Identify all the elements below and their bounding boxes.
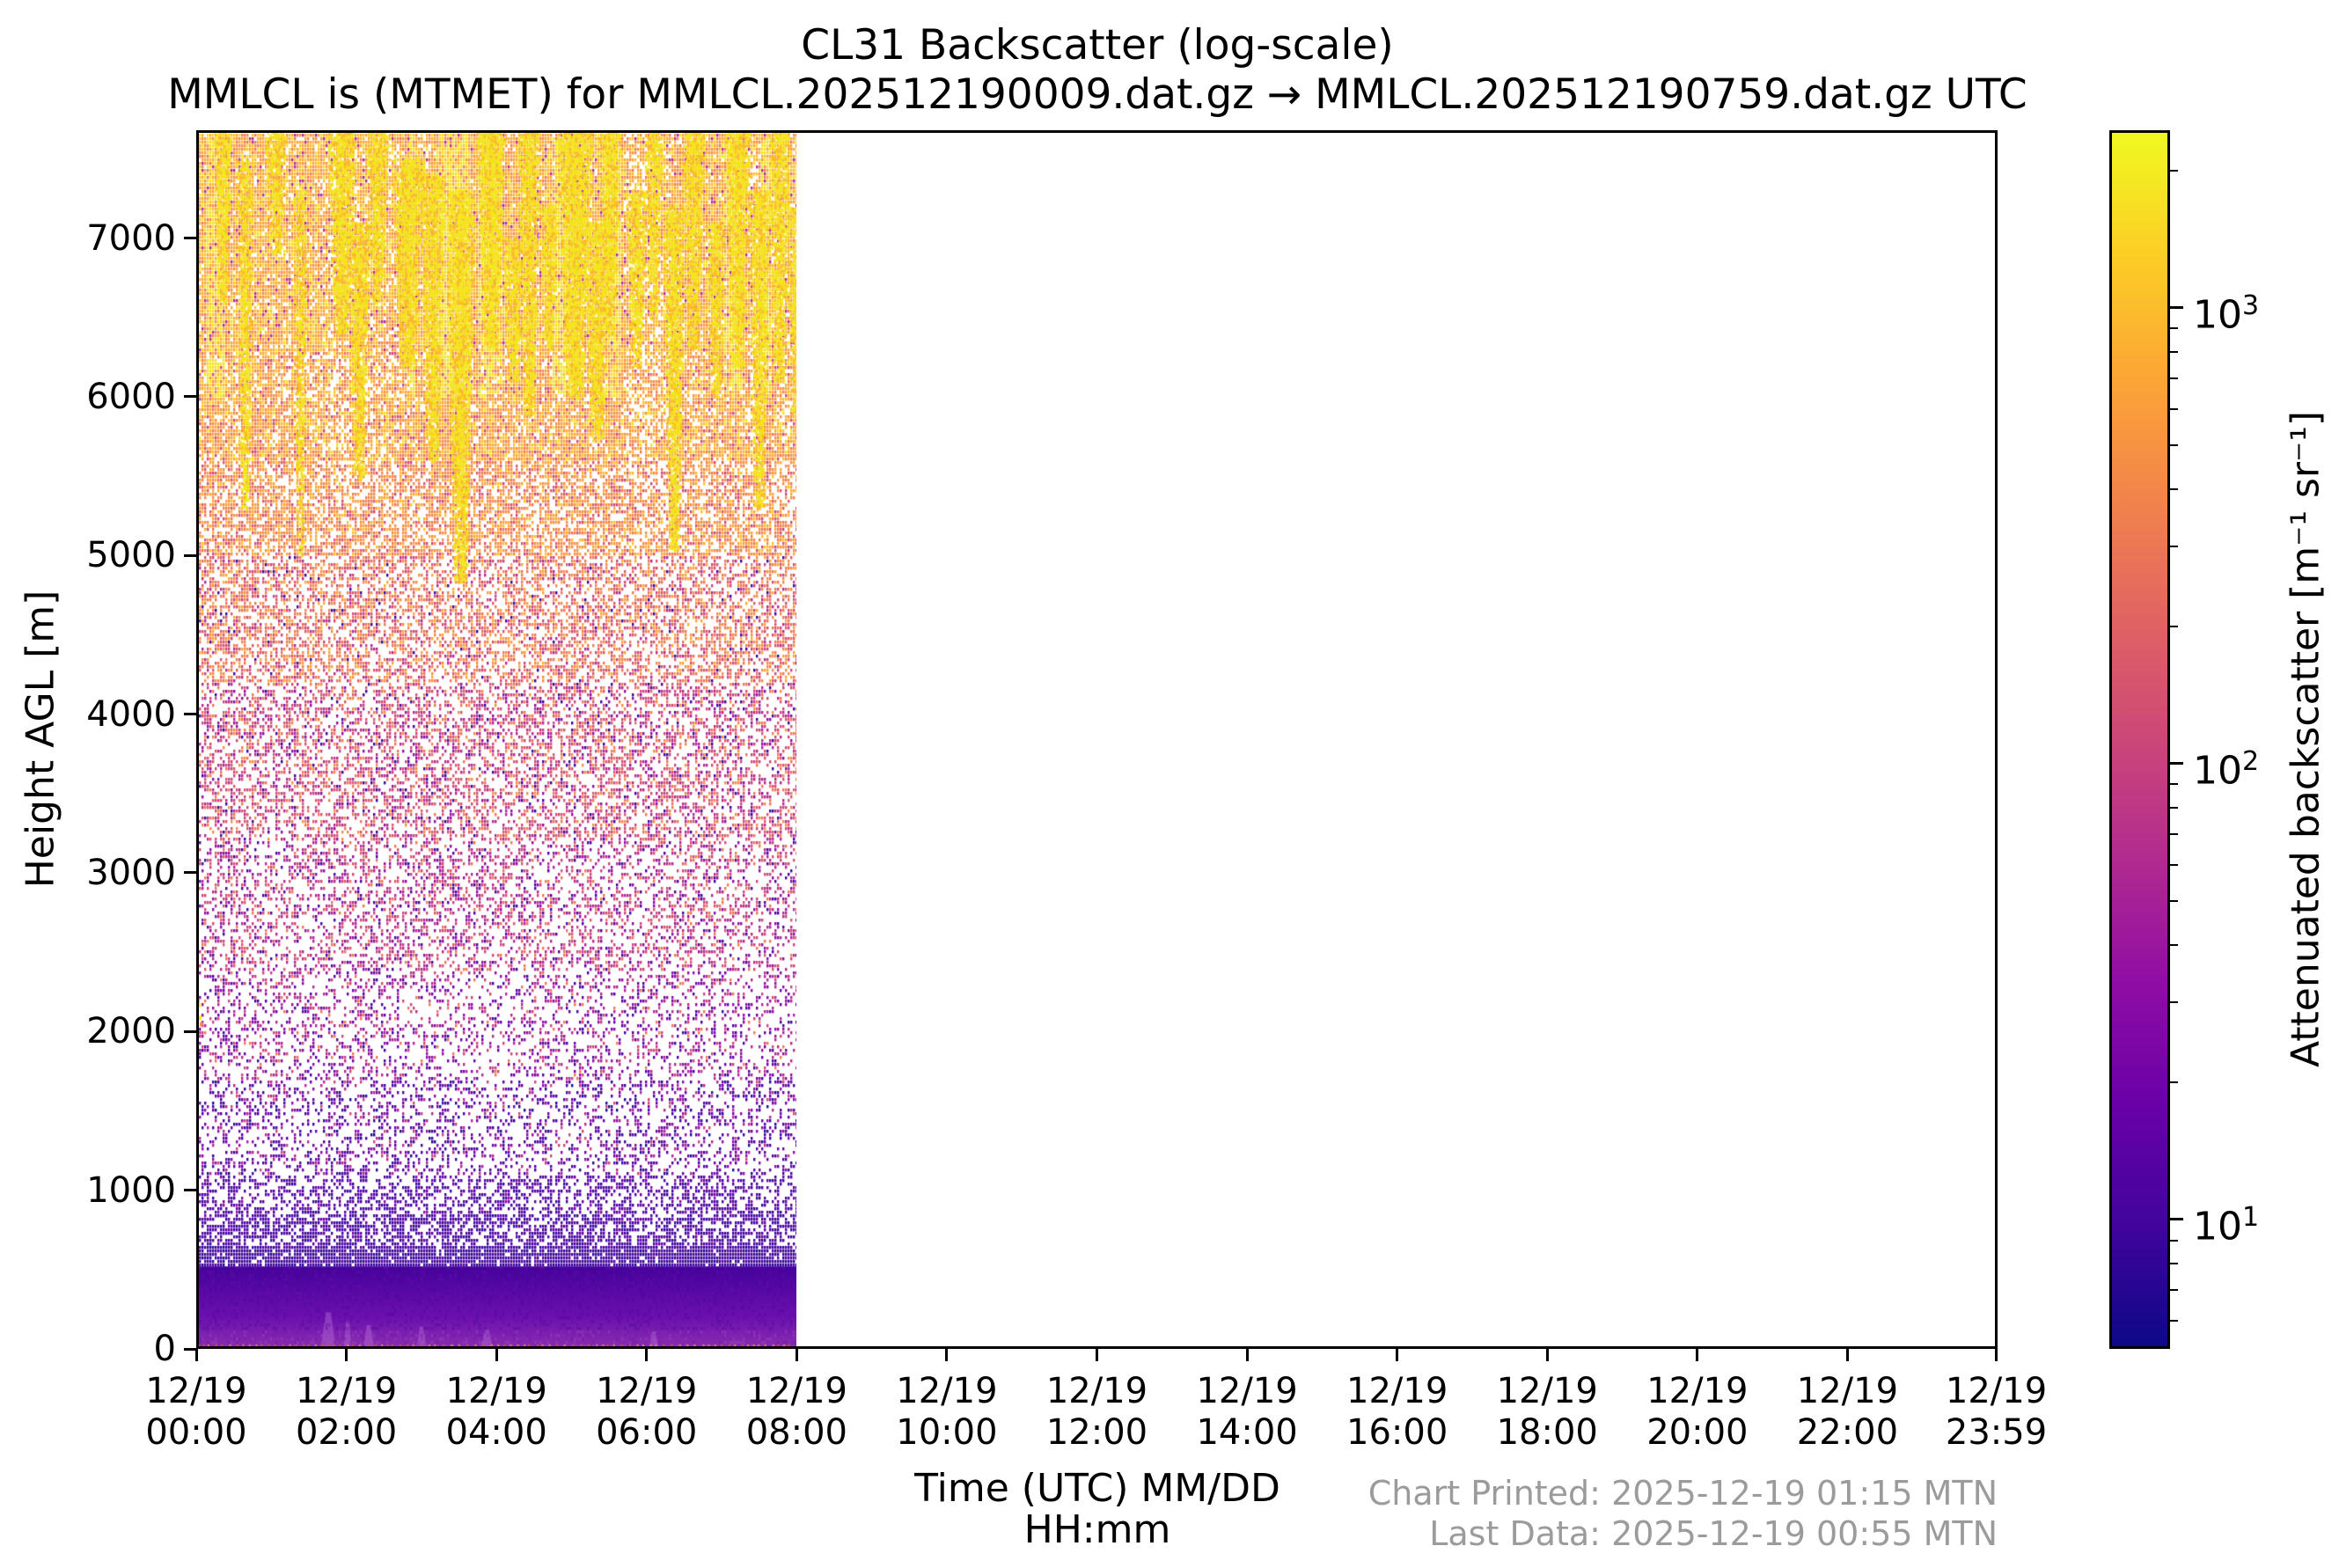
colorbar-minor-tick [2170, 443, 2178, 446]
x-tick-label: 12/19 20:00 [1646, 1371, 1749, 1453]
x-tick [1545, 1349, 1549, 1361]
colorbar-minor-tick [2170, 1239, 2178, 1242]
backscatter-heatmap-canvas [196, 130, 796, 1349]
colorbar-tick [2170, 762, 2183, 766]
x-tick [1845, 1349, 1849, 1361]
y-tick-label: 1000 [86, 1169, 176, 1211]
colorbar-minor-tick [2170, 625, 2178, 627]
colorbar-minor-tick [2170, 487, 2178, 490]
chart-subtitle: MMLCL is (MTMET) for MMLCL.202512190009.… [167, 70, 2027, 119]
y-tick-label: 2000 [86, 1011, 176, 1052]
x-tick-label: 12/19 00:00 [145, 1371, 247, 1453]
colorbar-minor-tick [2170, 407, 2178, 410]
y-tick-label: 6000 [86, 376, 176, 417]
chart-title: CL31 Backscatter (log-scale) [801, 21, 1394, 70]
x-tick [495, 1349, 498, 1361]
colorbar-tick [2170, 1218, 2183, 1221]
colorbar-label: Attenuated backscatter [m⁻¹ sr⁻¹] [2283, 410, 2328, 1068]
y-tick [184, 1189, 196, 1192]
x-tick [194, 1349, 198, 1361]
colorbar-minor-tick [2170, 833, 2178, 835]
x-tick [1096, 1349, 1098, 1361]
x-axis-label-line2: HH:mm [1023, 1507, 1171, 1552]
colorbar-minor-tick [2170, 1263, 2178, 1265]
x-tick-label: 12/19 08:00 [745, 1371, 847, 1453]
colorbar-minor-tick [2170, 1319, 2178, 1322]
colorbar-minor-tick [2170, 899, 2178, 902]
colorbar-tick-label: 101 [2193, 1201, 2260, 1249]
x-tick-label: 12/19 16:00 [1346, 1371, 1448, 1453]
y-tick-label: 0 [153, 1329, 176, 1369]
colorbar-minor-tick [2170, 377, 2178, 379]
y-tick [184, 1029, 196, 1033]
x-axis-label-line1: Time (UTC) MM/DD [914, 1466, 1280, 1511]
plot-frame [196, 130, 1998, 1349]
last-data-timestamp: Last Data: 2025-12-19 00:55 MTN [1429, 1514, 1998, 1553]
colorbar-tick-label: 102 [2193, 745, 2260, 794]
colorbar-minor-tick [2170, 1289, 2178, 1292]
footer-timestamps: Chart Printed: 2025-12-19 01:15 MTN Last… [1368, 1473, 1998, 1554]
colorbar [2109, 130, 2170, 1349]
x-tick-label: 12/19 22:00 [1796, 1371, 1899, 1453]
x-tick-label: 12/19 04:00 [445, 1371, 547, 1453]
x-tick [1995, 1349, 1998, 1361]
y-tick [184, 395, 196, 399]
x-tick [1245, 1349, 1249, 1361]
colorbar-minor-tick [2170, 1000, 2178, 1003]
colorbar-minor-tick [2170, 783, 2178, 786]
x-tick-label: 12/19 06:00 [596, 1371, 698, 1453]
x-tick-label: 12/19 18:00 [1496, 1371, 1598, 1453]
x-tick-label: 12/19 10:00 [896, 1371, 998, 1453]
y-tick-label: 4000 [86, 693, 176, 735]
colorbar-tick [2170, 306, 2183, 310]
colorbar-minor-tick [2170, 350, 2178, 353]
colorbar-minor-tick [2170, 863, 2178, 866]
y-tick [184, 237, 196, 240]
x-axis-label: Time (UTC) MM/DD HH:mm [914, 1468, 1280, 1550]
y-tick [184, 1347, 196, 1351]
x-tick-label: 12/19 23:59 [1945, 1371, 2048, 1453]
x-tick [795, 1349, 798, 1361]
colorbar-minor-tick [2170, 1081, 2178, 1083]
y-tick [184, 553, 196, 557]
colorbar-minor-tick [2170, 806, 2178, 809]
x-tick-label: 12/19 12:00 [1045, 1371, 1148, 1453]
y-axis-label: Height AGL [m] [18, 590, 63, 889]
x-tick [645, 1349, 649, 1361]
x-tick [1696, 1349, 1699, 1361]
colorbar-minor-tick [2170, 943, 2178, 946]
y-tick-label: 3000 [86, 852, 176, 893]
y-tick [184, 713, 196, 716]
colorbar-minor-tick [2170, 327, 2178, 330]
x-tick-label: 12/19 14:00 [1196, 1371, 1298, 1453]
x-tick [1396, 1349, 1399, 1361]
x-tick [945, 1349, 949, 1361]
y-tick [184, 871, 196, 875]
chart-printed-timestamp: Chart Printed: 2025-12-19 01:15 MTN [1367, 1474, 1998, 1513]
colorbar-minor-tick [2170, 169, 2178, 172]
x-tick-label: 12/19 02:00 [295, 1371, 398, 1453]
colorbar-minor-tick [2170, 545, 2178, 547]
y-tick-label: 5000 [86, 535, 176, 576]
colorbar-tick-label: 103 [2193, 289, 2260, 338]
y-tick-label: 7000 [86, 217, 176, 259]
x-tick [345, 1349, 348, 1361]
